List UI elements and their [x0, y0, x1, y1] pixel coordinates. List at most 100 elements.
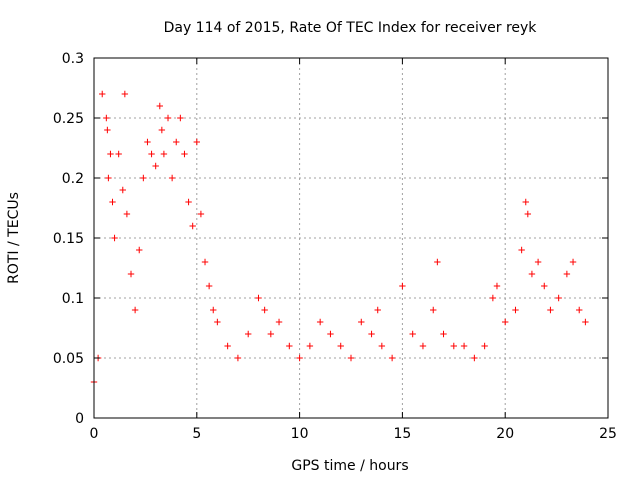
data-point [109, 198, 116, 206]
data-point [152, 162, 159, 170]
y-tick-label: 0.05 [53, 351, 84, 367]
data-point [286, 342, 293, 350]
data-point [327, 330, 334, 338]
y-axis-label: ROTI / TECUs [6, 192, 22, 284]
x-tick-label: 25 [599, 426, 617, 442]
data-point [368, 330, 375, 338]
data-point [136, 246, 143, 254]
data-point [177, 114, 184, 122]
data-point [555, 294, 562, 302]
y-axis-ticks: 0 0.05 0.1 0.15 0.2 0.25 0.3 [53, 51, 608, 427]
data-point [105, 174, 112, 182]
data-point [576, 306, 583, 314]
data-point [224, 342, 231, 350]
data-point [158, 126, 166, 134]
grid [94, 58, 608, 418]
data-point [493, 282, 501, 290]
data-point [245, 330, 252, 338]
data-point [144, 138, 151, 146]
data-point [512, 306, 519, 314]
data-point [524, 210, 532, 218]
data-point [127, 270, 135, 278]
data-point [563, 270, 571, 278]
x-tick-label: 20 [496, 426, 514, 442]
data-point [481, 342, 488, 350]
data-point [214, 318, 221, 326]
data-point [148, 150, 155, 158]
data-point [440, 330, 447, 338]
data-point [534, 258, 542, 266]
data-point [189, 222, 196, 230]
y-tick-label: 0.25 [53, 111, 84, 127]
data-point [140, 174, 147, 182]
data-point [316, 318, 324, 326]
data-point [489, 294, 497, 302]
data-point [541, 282, 548, 290]
data-point [123, 210, 131, 218]
data-point [358, 318, 365, 326]
data-point [160, 150, 168, 158]
data-points [90, 90, 589, 386]
y-tick-label: 0.1 [62, 291, 84, 307]
chart-title: Day 114 of 2015, Rate Of TEC Index for r… [164, 20, 538, 36]
data-point [471, 354, 478, 362]
data-point [121, 90, 129, 98]
data-point [306, 342, 314, 350]
data-point [131, 306, 139, 314]
data-point [347, 354, 355, 362]
data-point [430, 306, 437, 314]
data-point [374, 306, 381, 314]
data-point [205, 282, 213, 290]
data-point [111, 234, 118, 242]
data-point [547, 306, 554, 314]
data-point [450, 342, 457, 350]
x-tick-label: 15 [393, 426, 411, 442]
data-point [409, 330, 416, 338]
data-point [518, 246, 525, 254]
data-point [193, 138, 200, 146]
data-point [201, 258, 209, 266]
data-point [434, 258, 441, 266]
data-point [296, 354, 303, 362]
plot-area [90, 90, 589, 386]
data-point [210, 306, 217, 314]
x-tick-label: 0 [90, 426, 99, 442]
data-point [164, 114, 172, 122]
data-point [275, 318, 283, 326]
data-point [255, 294, 262, 302]
data-point [156, 102, 163, 110]
data-point [337, 342, 344, 350]
data-point [399, 282, 406, 290]
data-point [388, 354, 396, 362]
data-point [582, 318, 589, 326]
data-point [378, 342, 386, 350]
x-axis-label: GPS time / hours [291, 458, 408, 474]
y-tick-label: 0.2 [62, 171, 84, 187]
data-point [261, 306, 268, 314]
data-point [104, 126, 111, 134]
data-point [115, 150, 122, 158]
data-point [528, 270, 536, 278]
data-point [522, 198, 529, 206]
data-point [419, 342, 427, 350]
data-point [197, 210, 205, 218]
data-point [234, 354, 242, 362]
x-axis-ticks: 0 5 10 15 20 25 [90, 58, 617, 442]
y-tick-label: 0.15 [53, 231, 84, 247]
data-point [99, 90, 106, 98]
y-tick-label: 0 [75, 411, 84, 427]
data-point [173, 138, 180, 146]
data-point [168, 174, 176, 182]
data-point [181, 150, 188, 158]
y-tick-label: 0.3 [62, 51, 84, 67]
x-tick-label: 10 [291, 426, 309, 442]
data-point [460, 342, 468, 350]
data-point [569, 258, 577, 266]
data-point [267, 330, 275, 338]
data-point [103, 114, 110, 122]
data-point [107, 150, 114, 158]
x-tick-label: 5 [192, 426, 201, 442]
data-point [185, 198, 192, 206]
data-point [119, 186, 126, 194]
